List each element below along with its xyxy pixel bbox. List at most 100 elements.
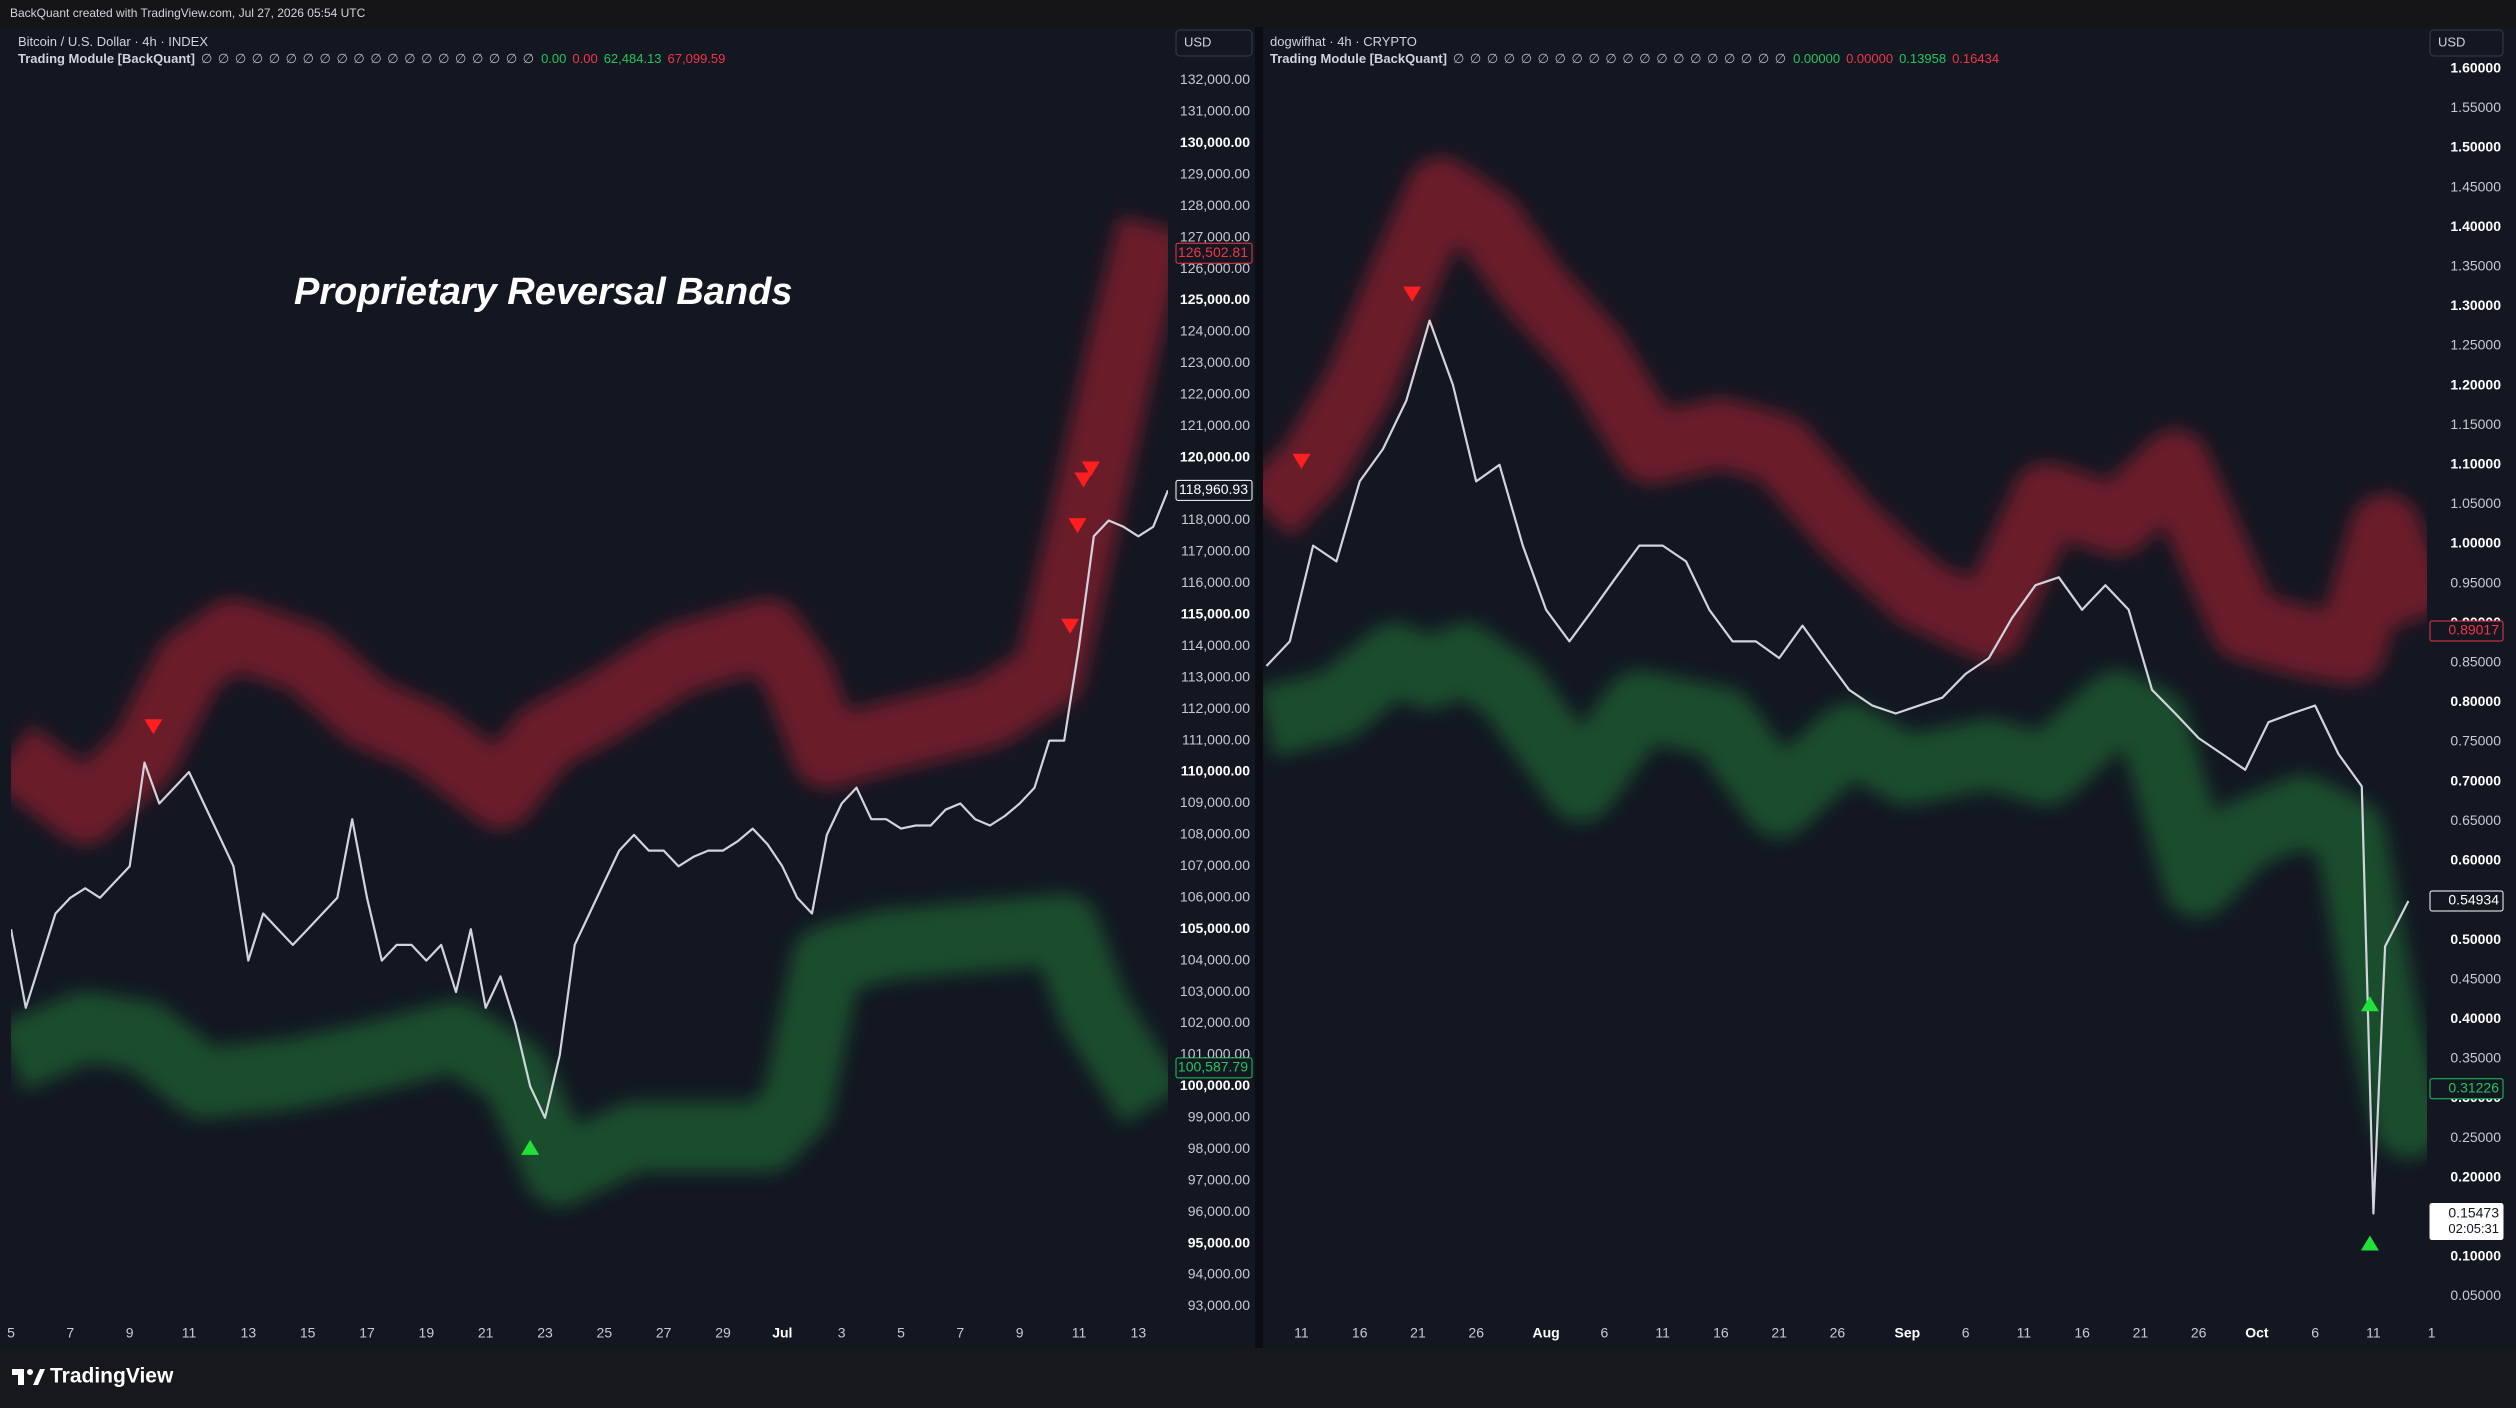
y-tick-label: 111,000.00 <box>1182 731 1250 747</box>
y-tick-label: 1.40000 <box>2450 218 2501 234</box>
y-tick-label: 1.30000 <box>2450 297 2501 313</box>
price-label: 0.31226 <box>2448 1079 2499 1095</box>
y-tick-label: 0.60000 <box>2450 852 2501 868</box>
y-tick-label: 1.15000 <box>2450 416 2501 432</box>
plot-area <box>1263 157 2427 1251</box>
indicator-value: 67,099.59 <box>667 51 726 66</box>
header-text: BackQuant created with TradingView.com, … <box>10 6 366 20</box>
price-label: 118,960.93 <box>1179 481 1248 497</box>
x-tick-label: 16 <box>2074 1325 2090 1341</box>
y-tick-label: 0.70000 <box>2450 772 2501 788</box>
x-tick-label: 27 <box>656 1325 672 1341</box>
y-tick-label: 107,000.00 <box>1180 857 1250 873</box>
x-tick-label: 13 <box>241 1325 257 1341</box>
y-tick-label: 105,000.00 <box>1180 920 1250 936</box>
y-tick-label: 106,000.00 <box>1180 888 1250 904</box>
price-label: 0.15473 <box>2448 1204 2499 1220</box>
y-tick-label: 1.05000 <box>2450 495 2501 511</box>
y-tick-label: 116,000.00 <box>1181 574 1250 590</box>
sell-signal <box>1074 472 1093 488</box>
x-tick-label: 9 <box>126 1325 134 1341</box>
y-tick-label: 0.10000 <box>2450 1248 2501 1264</box>
y-tick-label: 117,000.00 <box>1181 543 1250 559</box>
x-tick-label: 9 <box>1016 1325 1024 1341</box>
lower-band <box>1263 623 2427 1158</box>
price-label: 100,587.79 <box>1178 1059 1248 1075</box>
y-tick-label: 129,000.00 <box>1180 165 1250 181</box>
y-tick-label: 99,000.00 <box>1188 1109 1250 1125</box>
y-tick-label: 120,000.00 <box>1180 448 1250 464</box>
buy-signal <box>521 1139 540 1155</box>
indicator-value: 62,484.13 <box>603 51 662 66</box>
y-tick-label: 1.35000 <box>2450 257 2501 273</box>
y-tick-label: 0.50000 <box>2450 931 2501 947</box>
currency-label: USD <box>2438 34 2465 49</box>
y-tick-label: 97,000.00 <box>1188 1171 1250 1187</box>
y-tick-label: 103,000.00 <box>1180 983 1250 999</box>
x-tick-label: 11 <box>1655 1325 1670 1341</box>
price-label-box <box>1175 479 1253 501</box>
x-tick-label: 21 <box>1771 1325 1787 1341</box>
y-tick-label: 0.75000 <box>2450 733 2501 749</box>
price-label-box <box>2429 1203 2504 1241</box>
footer-bar <box>0 1348 2516 1408</box>
legend: dogwifhat · 4h · CRYPTO Trading Module [… <box>1270 33 2005 67</box>
upper-band <box>1263 157 2427 685</box>
price-label: 0.54934 <box>2448 892 2499 908</box>
y-tick-label: 125,000.00 <box>1180 291 1250 307</box>
x-tick-label: 19 <box>419 1325 435 1341</box>
indicator-name: Trading Module [BackQuant] <box>18 51 195 66</box>
y-tick-label: 1.20000 <box>2450 376 2501 392</box>
indicator-placeholders: ∅ ∅ ∅ ∅ ∅ ∅ ∅ ∅ ∅ ∅ ∅ ∅ ∅ ∅ ∅ ∅ ∅ ∅ ∅ ∅ <box>1452 51 1788 66</box>
x-tick-label: Oct <box>2245 1325 2269 1341</box>
price-line <box>11 489 1168 1119</box>
price-line <box>1265 319 2410 1215</box>
indicator-value: 0.00 <box>541 51 567 66</box>
price-label: 0.89017 <box>2448 622 2499 638</box>
x-tick-label: Aug <box>1533 1325 1560 1341</box>
buy-signal <box>2360 1235 2379 1251</box>
sell-signal <box>144 719 163 735</box>
x-tick-label: 26 <box>1468 1325 1484 1341</box>
y-tick-label: 0.25000 <box>2450 1129 2501 1145</box>
price-label-box <box>1175 242 1253 264</box>
y-tick-label: 98,000.00 <box>1188 1140 1250 1156</box>
y-tick-label: 1.50000 <box>2450 139 2501 155</box>
indicator-value: 0.13958 <box>1899 51 1947 66</box>
x-tick-label: 6 <box>1600 1325 1608 1341</box>
y-tick-label: 114,000.00 <box>1181 637 1250 653</box>
y-tick-label: 1.00000 <box>2450 535 2501 551</box>
x-tick-label: 7 <box>66 1325 74 1341</box>
y-tick-label: 126,000.00 <box>1180 260 1250 276</box>
y-tick-label: 0.20000 <box>2450 1168 2501 1184</box>
y-tick-label: 1.55000 <box>2450 99 2501 115</box>
x-tick-label: 16 <box>1352 1325 1368 1341</box>
price-label-box <box>2429 890 2504 912</box>
currency-box <box>1175 29 1253 57</box>
sell-signal <box>1403 286 1422 302</box>
y-tick-label: 109,000.00 <box>1180 794 1250 810</box>
y-tick-label: 115,000.00 <box>1181 606 1251 622</box>
y-tick-label: 96,000.00 <box>1188 1203 1250 1219</box>
y-tick-label: 0.80000 <box>2450 693 2501 709</box>
x-tick-label: Jul <box>772 1325 792 1341</box>
legend: Bitcoin / U.S. Dollar · 4h · INDEX Tradi… <box>18 33 731 67</box>
symbol-title: Bitcoin / U.S. Dollar · 4h · INDEX <box>18 34 208 49</box>
y-tick-label: 112,000.00 <box>1181 700 1250 716</box>
y-tick-label: 104,000.00 <box>1180 951 1250 967</box>
indicator-row: Trading Module [BackQuant] ∅ ∅ ∅ ∅ ∅ ∅ ∅ … <box>18 50 731 67</box>
y-tick-label: 108,000.00 <box>1180 826 1250 842</box>
x-tick-label: 16 <box>1713 1325 1729 1341</box>
x-tick-label: 11 <box>2017 1325 2032 1341</box>
sell-signal <box>1081 461 1100 477</box>
x-tick-label: 7 <box>956 1325 964 1341</box>
x-tick-label: 21 <box>1410 1325 1426 1341</box>
currency-box <box>2429 29 2504 57</box>
y-tick-label: 123,000.00 <box>1180 354 1250 370</box>
x-tick-label: 29 <box>715 1325 731 1341</box>
indicator-name: Trading Module [BackQuant] <box>1270 51 1447 66</box>
y-tick-label: 0.45000 <box>2450 970 2501 986</box>
x-tick-label: 6 <box>2311 1325 2319 1341</box>
y-tick-label: 131,000.00 <box>1180 103 1250 119</box>
